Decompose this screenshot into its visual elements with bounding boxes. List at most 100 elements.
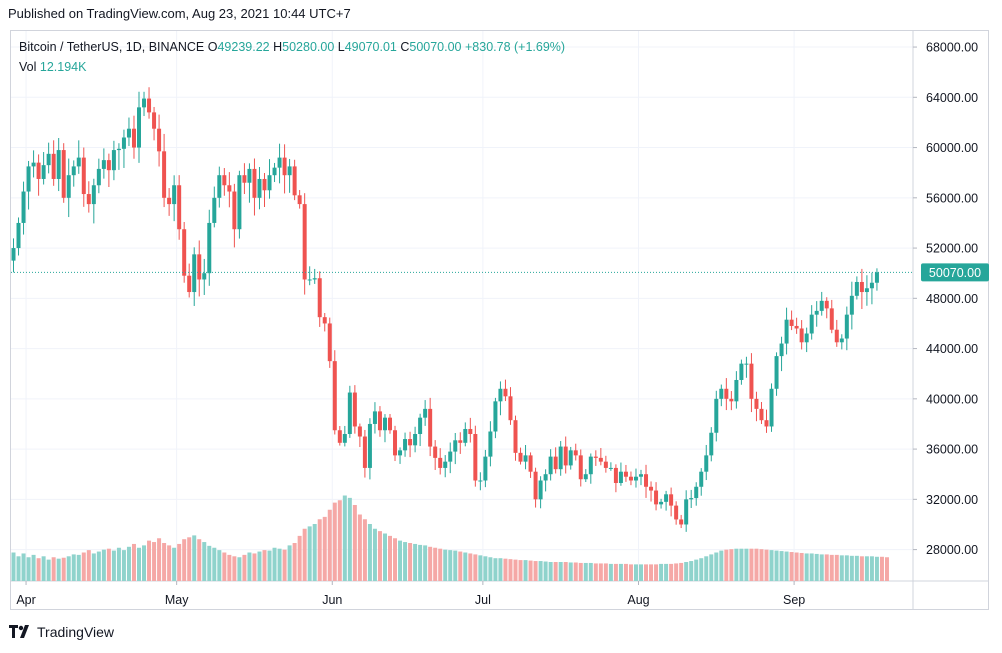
volume-bar (533, 561, 538, 581)
candle-body (172, 185, 177, 205)
candle-body (377, 411, 382, 431)
candle-body (91, 185, 96, 205)
high-label: H (273, 40, 283, 54)
candle-body (413, 434, 418, 446)
candle-body (674, 505, 679, 520)
candle-body (317, 278, 322, 318)
candle-body (588, 456, 593, 475)
candle-body (814, 310, 819, 315)
volume-bar (879, 556, 884, 581)
volume-bar (438, 548, 443, 581)
candle-body (769, 388, 774, 427)
volume-bar (498, 558, 503, 581)
candle-body (101, 160, 106, 169)
candle-body (438, 457, 443, 468)
candle-body (528, 455, 533, 472)
volume-bar (162, 543, 167, 581)
candle-body (222, 175, 227, 186)
volume-bar (403, 542, 408, 581)
volume-bar (357, 514, 362, 581)
volume-bar (367, 524, 372, 581)
volume-bar (352, 505, 357, 581)
candle-body (859, 281, 864, 293)
tradingview-footer[interactable]: TradingView (9, 624, 114, 640)
candle-body (649, 486, 654, 491)
candle-body (192, 254, 197, 293)
volume-bar (709, 554, 714, 581)
volume-bar (66, 556, 71, 581)
volume-bar (46, 559, 51, 581)
volume-bar (694, 559, 699, 581)
volume-bar (849, 555, 854, 581)
candle-body (66, 175, 71, 198)
candle-body (162, 151, 167, 198)
candle-body (433, 446, 438, 458)
volume-bar (126, 546, 131, 581)
volume-bar (81, 552, 86, 581)
volume-value: 12.194K (39, 60, 87, 74)
candle-body (337, 430, 342, 443)
volume-bar (347, 497, 352, 581)
candle-body (478, 480, 483, 482)
volume-bar (804, 553, 809, 581)
volume-bar (468, 553, 473, 581)
volume-bar (513, 559, 518, 581)
candle-body (197, 254, 202, 280)
volume-bar (172, 547, 177, 581)
volume-bar (56, 558, 61, 581)
volume-bar (548, 562, 553, 581)
y-tick-label: 32000.00 (926, 493, 978, 507)
volume-bar (317, 519, 322, 581)
candle-body (167, 197, 172, 205)
volume-bar (824, 554, 829, 581)
volume-bar (583, 562, 588, 581)
candlestick-chart[interactable]: 50070.00 68000.00 64000.00 60000.00 56000.00… (11, 31, 989, 609)
candle-body (699, 471, 704, 487)
candle-body (227, 185, 232, 192)
volume-bar (167, 545, 172, 581)
candle-body (659, 501, 664, 505)
candle-body (774, 356, 779, 389)
candle-body (764, 420, 769, 427)
volume-bar (76, 554, 81, 581)
candle-body (327, 323, 332, 362)
volume-bar (493, 558, 498, 581)
candle-body (262, 178, 267, 191)
candle-body (714, 398, 719, 433)
candle-body (578, 455, 583, 480)
candle-body (598, 457, 603, 462)
candle-body (874, 272, 879, 283)
volume-bar (884, 557, 889, 581)
volume-bar (714, 552, 719, 581)
volume-bar (212, 547, 217, 581)
y-tick-label: 64000.00 (926, 91, 978, 105)
candle-body (182, 229, 187, 276)
volume-label: Vol (19, 60, 37, 74)
y-tick-label: 40000.00 (926, 392, 978, 406)
candle-body (508, 396, 513, 421)
candle-body (613, 467, 618, 484)
volume-bar (182, 539, 187, 581)
candle-body (126, 128, 131, 138)
candle-body (523, 455, 528, 462)
candle-body (272, 167, 277, 176)
volume-bar (272, 547, 277, 581)
volume-bar (242, 554, 247, 581)
candle-body (388, 417, 392, 431)
candle-body (16, 222, 21, 249)
candle-body (423, 408, 428, 418)
candle-body (789, 319, 794, 326)
candle-body (232, 191, 237, 230)
x-tick-label: May (165, 593, 189, 607)
volume-bar (287, 545, 292, 581)
candle-body (799, 328, 804, 343)
candle-body (684, 499, 689, 525)
volume-bar (844, 555, 849, 581)
close-label: C (400, 40, 410, 54)
candle-body (277, 157, 282, 168)
volume-bar (147, 540, 152, 581)
volume-bar (754, 548, 759, 581)
candle-body (267, 175, 272, 191)
volume-bar (483, 556, 488, 581)
candle-body (709, 432, 714, 456)
